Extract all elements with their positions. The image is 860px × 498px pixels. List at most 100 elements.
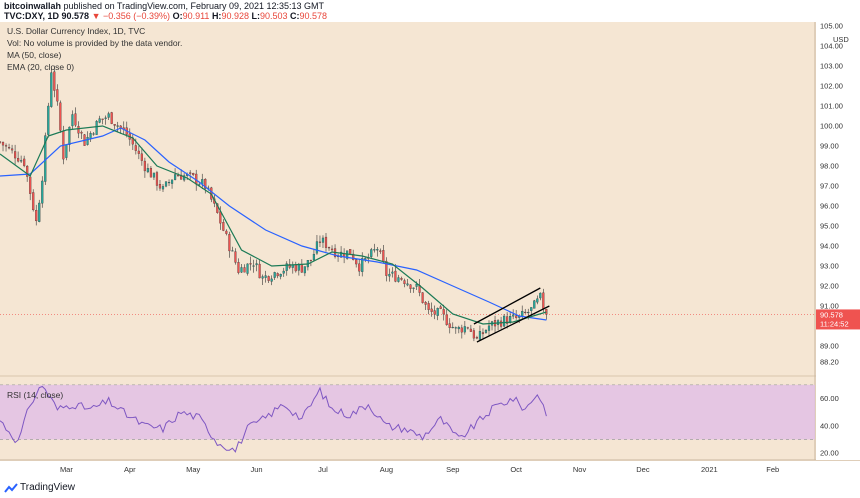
candle-body: [95, 121, 98, 135]
low-value: 90.503: [259, 11, 288, 21]
candle-body: [143, 160, 146, 172]
candle-body: [146, 168, 149, 173]
candle-body: [53, 71, 56, 91]
footer-brand[interactable]: TradingView: [20, 482, 76, 493]
candle-body: [240, 267, 243, 273]
candle-body: [506, 316, 509, 324]
rsi-tick-label: 60.00: [820, 394, 839, 403]
candle-body: [318, 241, 322, 243]
price-axis[interactable]: 88.2089.0090.0091.0092.0093.0094.0095.00…: [820, 22, 843, 367]
candle-body: [77, 126, 80, 134]
candle-body: [515, 315, 518, 318]
candle-body: [270, 278, 273, 282]
price-badge-time: 11:24:52: [820, 319, 849, 328]
candle-body: [400, 278, 403, 280]
candle-body: [442, 309, 445, 315]
candle-body: [382, 250, 385, 262]
rsi-tick-label: 20.00: [820, 449, 839, 458]
candle-body: [264, 275, 267, 278]
candle-body: [104, 117, 107, 119]
rsi-tick-label: 40.00: [820, 421, 839, 430]
candle-body: [427, 303, 430, 310]
candle-body: [65, 144, 68, 158]
candle-body: [20, 160, 23, 162]
time-tick-label: Feb: [766, 465, 779, 474]
time-tick-label: Mar: [60, 465, 73, 474]
price-tick-label: 93.00: [820, 262, 839, 271]
candle-body: [41, 180, 44, 204]
time-axis[interactable]: Mar Apr May Jun Jul Aug Sep Oct Nov Dec 2021 Feb: [60, 465, 779, 474]
price-chart[interactable]: 88.2089.0090.0091.0092.0093.0094.0095.00…: [0, 22, 860, 478]
candle-body: [457, 326, 460, 330]
channel-lower-line[interactable]: [476, 305, 550, 343]
candle-body: [472, 330, 475, 339]
candle-body: [38, 202, 41, 222]
candle-body: [192, 173, 195, 175]
candle-body: [370, 249, 373, 257]
candle-body: [460, 327, 463, 333]
close-value: 90.578: [299, 11, 328, 21]
candle-body: [189, 172, 192, 174]
price-change: ▼ −0.356 (−0.39%): [91, 11, 171, 21]
candle-body: [80, 131, 83, 134]
candle-body: [475, 337, 479, 339]
candle-body: [403, 280, 406, 285]
tradingview-logo-icon: [4, 483, 18, 493]
candle-body: [309, 259, 312, 261]
rsi-line: [0, 385, 547, 453]
author-name[interactable]: bitcoinwallah: [4, 1, 62, 11]
price-tick-label: 96.00: [820, 202, 839, 211]
candle-body: [406, 283, 409, 286]
candle-body: [285, 263, 288, 271]
price-pane[interactable]: [0, 22, 815, 374]
candle-body: [50, 72, 53, 107]
candle-body: [149, 168, 153, 178]
time-tick-label: Oct: [510, 465, 523, 474]
candle-body: [487, 325, 491, 331]
channel-upper-line[interactable]: [473, 287, 541, 325]
candle-body: [376, 249, 379, 251]
candle-body: [430, 308, 433, 312]
candle-body: [315, 241, 319, 254]
candle-body: [183, 175, 186, 181]
price-tick-label: 102.00: [820, 82, 843, 91]
ohlc-line: TVC:DXY, 1D 90.578 ▼ −0.356 (−0.39%) O:9…: [4, 11, 327, 21]
candle-body: [397, 277, 400, 282]
candle-body: [1, 141, 5, 146]
symbol-label: TVC:DXY, 1D: [4, 11, 60, 21]
time-tick-label: Aug: [380, 465, 393, 474]
candle-body: [98, 118, 101, 123]
candle-body: [282, 270, 285, 274]
time-tick-label: Apr: [124, 465, 136, 474]
candle-body: [113, 124, 116, 126]
price-tick-label: 104.00: [820, 42, 843, 51]
rsi-label[interactable]: RSI (14, close): [7, 390, 63, 400]
candle-body: [29, 176, 32, 194]
candle-body: [116, 125, 119, 127]
open-value: 90.911: [182, 11, 210, 21]
candle-body: [481, 332, 485, 335]
legend-ema[interactable]: EMA (20, close 0): [7, 62, 74, 72]
candle-body: [110, 112, 113, 124]
candle-body: [358, 263, 361, 272]
candle-body: [273, 272, 276, 278]
price-tick-label: 97.00: [820, 182, 839, 191]
candle-body: [32, 192, 35, 211]
candle-body: [173, 174, 177, 180]
candle-body: [451, 326, 454, 329]
candle-body: [536, 298, 539, 303]
candle-body: [7, 147, 11, 149]
low-label: L:: [251, 11, 260, 21]
candle-body: [234, 251, 237, 263]
legend-ma[interactable]: MA (50, close): [7, 50, 61, 60]
candle-body: [92, 133, 95, 135]
publish-line: bitcoinwallah published on TradingView.c…: [4, 1, 324, 11]
candle-body: [68, 126, 71, 145]
candle-body: [512, 314, 515, 317]
candle-body: [276, 273, 279, 277]
candle-body: [164, 181, 168, 187]
candle-body: [86, 137, 89, 145]
candle-body: [463, 326, 466, 333]
candle-body: [469, 328, 472, 332]
candle-body: [412, 287, 415, 289]
